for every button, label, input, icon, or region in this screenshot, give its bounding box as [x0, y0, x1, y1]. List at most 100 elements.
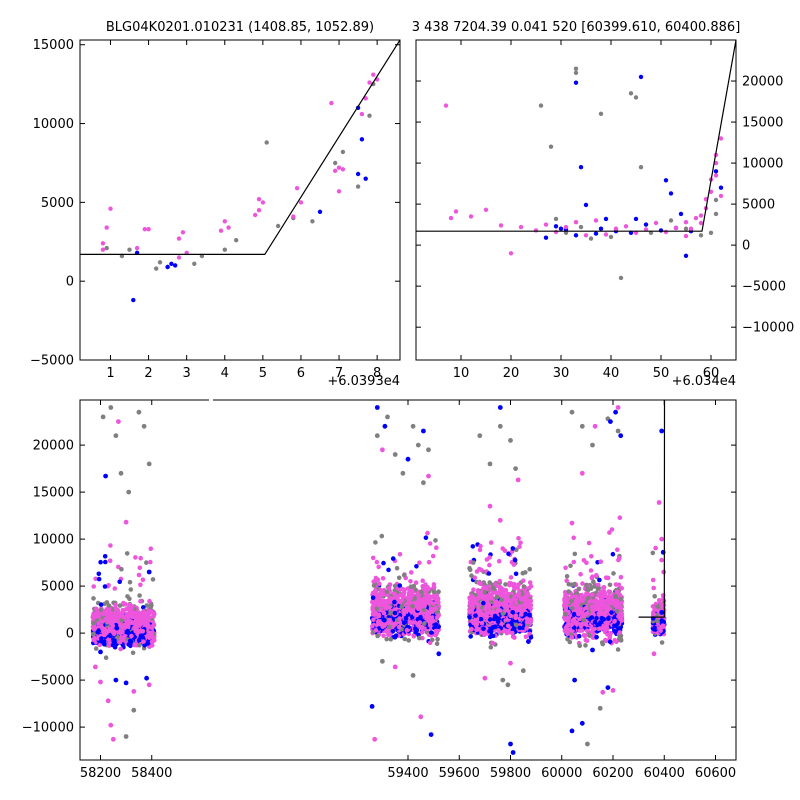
season-point [517, 544, 522, 549]
season-point [467, 609, 473, 615]
y-tick-label: −5000 [742, 280, 786, 295]
top-left-frame [79, 39, 401, 361]
season-point [103, 616, 108, 622]
season-point [91, 631, 96, 637]
pink-point [359, 111, 365, 117]
season-point [487, 555, 492, 560]
season-point [469, 573, 474, 578]
season-point [374, 559, 380, 565]
season-point [376, 564, 382, 570]
x-tick-label: 4 [221, 366, 229, 381]
season-point [488, 540, 494, 545]
pink-point [498, 223, 504, 228]
season-point [382, 618, 387, 623]
gray-point [573, 70, 579, 76]
season-point [121, 614, 126, 619]
season-point [416, 606, 421, 611]
season-point [594, 573, 599, 578]
bottom-panel: 58200 58400 59400 59600 59800 60000 60200 60400… [22, 395, 737, 781]
season-point [146, 625, 151, 630]
season-point [614, 589, 620, 595]
season-point [467, 565, 472, 571]
season-point [576, 586, 581, 592]
season-point [482, 632, 487, 638]
season-point [598, 559, 604, 564]
blue-point [359, 137, 365, 142]
pink-point [563, 224, 569, 230]
model-line [416, 40, 736, 232]
pink-point [683, 220, 689, 225]
pink-point [176, 255, 182, 260]
blue-point [165, 264, 170, 270]
season-point [380, 624, 386, 629]
top-right-panel: 10 20 30 40 50 60−10000−500005000100001500020… [412, 20, 795, 389]
gray-point [104, 245, 109, 251]
season-point [387, 624, 392, 630]
season-point [417, 560, 422, 565]
season-point [430, 637, 435, 643]
season-point [96, 621, 101, 626]
season-point [403, 616, 409, 621]
season-point [516, 536, 521, 541]
season-point [401, 620, 407, 625]
season-point [102, 632, 107, 638]
season-point [373, 628, 379, 633]
blue-point [573, 80, 579, 85]
season-point [130, 612, 135, 618]
season-point [136, 623, 142, 628]
season-point [122, 622, 127, 628]
season-point [117, 603, 123, 608]
pink-point [518, 224, 524, 230]
season-point [471, 587, 476, 592]
season-point [408, 584, 414, 589]
season-point [142, 643, 147, 648]
blue-point [553, 224, 559, 229]
season-point [583, 637, 589, 643]
season-point [523, 611, 528, 617]
season-point [388, 632, 393, 637]
x-tick-label: 3 [183, 366, 191, 381]
gray-point [275, 223, 281, 229]
season-point [594, 634, 599, 640]
season-point [370, 595, 376, 600]
season-point [373, 588, 378, 593]
season-point [508, 613, 513, 619]
season-point [421, 596, 427, 602]
pink-point [134, 245, 140, 251]
season-point [505, 591, 510, 597]
pink-point [176, 236, 182, 241]
season-point [371, 579, 377, 584]
season-point [478, 616, 484, 622]
season-point [117, 579, 122, 585]
season-point [119, 566, 124, 572]
season-point [520, 596, 525, 601]
gray-point [192, 261, 197, 266]
season-point [124, 606, 129, 612]
season-point [98, 602, 104, 607]
season-point [138, 633, 144, 639]
season-point [613, 593, 618, 599]
season-point [402, 636, 408, 642]
season-point [114, 626, 120, 631]
season-point [484, 610, 490, 616]
season-point [469, 626, 474, 632]
season-point [564, 578, 569, 583]
season-point [601, 585, 606, 591]
pink-point [443, 103, 449, 108]
blue-point [573, 233, 579, 238]
blue-point [713, 169, 719, 174]
season-point [585, 586, 590, 592]
season-point [497, 578, 503, 584]
season-point [137, 593, 142, 598]
season-point [475, 589, 481, 595]
gray-point [310, 219, 315, 224]
season-point [494, 599, 499, 604]
season-point [388, 610, 394, 616]
pink-point [453, 209, 459, 214]
season-point [129, 606, 134, 612]
pink-point [533, 228, 539, 233]
season-point [578, 572, 583, 577]
season-point [494, 603, 500, 608]
season-point [130, 650, 136, 656]
season-point [128, 587, 134, 592]
